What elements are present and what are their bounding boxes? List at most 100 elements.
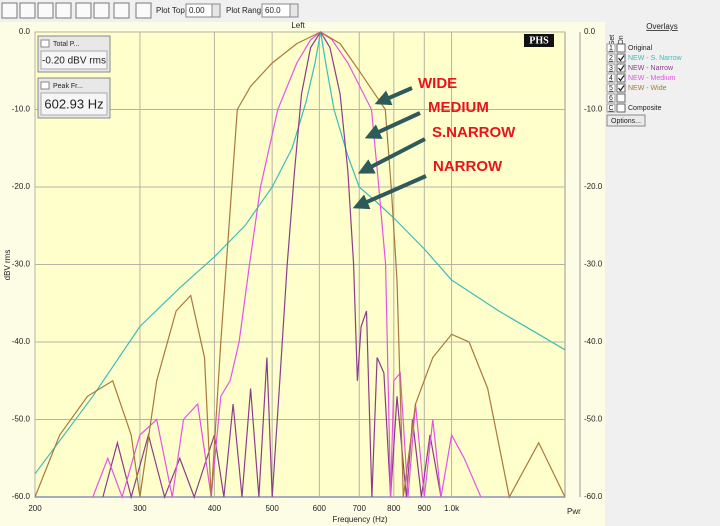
y-tick-label: -50.0 (12, 415, 31, 424)
checkbox[interactable] (616, 63, 626, 73)
y-tick-label: -30.0 (12, 260, 31, 269)
set-box (606, 103, 616, 113)
legend-entry: NEW - Wide (628, 85, 667, 92)
y-tick-label-right: -50.0 (584, 415, 603, 424)
y-tick-label: -60.0 (12, 492, 31, 501)
icon-button[interactable] (113, 2, 130, 19)
set-box (606, 63, 616, 73)
annotation-arrow (352, 174, 427, 210)
icon-button[interactable] (55, 2, 72, 19)
set-number: 6 (609, 95, 613, 102)
x-tick-label: 800 (387, 504, 401, 513)
set-number: 5 (609, 85, 613, 92)
meter-total: Total P... -0.20 dBV rms (37, 35, 111, 73)
y-tick-label: 0.0 (19, 27, 31, 36)
legend-entry: NEW - Narrow (628, 65, 674, 72)
y-tick-label-right: -60.0 (584, 492, 603, 501)
series-line (92, 31, 482, 499)
y-axis-label: dBV rms (3, 250, 12, 281)
checkbox[interactable] (616, 83, 626, 93)
check-mark (618, 55, 625, 62)
y-tick-label-right: -40.0 (584, 337, 603, 346)
y-tick-label-right: 0.0 (584, 27, 596, 36)
annotation-arrow (364, 111, 421, 139)
meter-value: 602.93 Hz (44, 96, 103, 111)
x-tick-label: 500 (265, 504, 279, 513)
checkbox[interactable] (616, 43, 626, 53)
series-line (102, 30, 442, 500)
check-mark (618, 85, 625, 92)
annotation-arrow (374, 86, 413, 106)
toolbar-icons (1, 2, 152, 19)
set-box (606, 93, 616, 103)
x-tick-label: 700 (353, 504, 367, 513)
y-tick-label: -20.0 (12, 182, 31, 191)
x-axis-label: Frequency (Hz) (332, 515, 387, 524)
icon-button[interactable] (75, 2, 92, 19)
set-box (606, 43, 616, 53)
set-box (606, 83, 616, 93)
series-line (34, 31, 566, 499)
y-tick-label: -10.0 (12, 105, 31, 114)
annotation: S.NARROW (432, 124, 516, 141)
set-box (606, 73, 616, 83)
series-line (34, 31, 566, 475)
annotation: WIDE (418, 75, 457, 92)
checkbox[interactable] (616, 53, 626, 63)
set-number: 4 (609, 75, 613, 82)
set-header: Set (609, 35, 616, 46)
icon-button[interactable] (135, 2, 152, 19)
options-button[interactable] (606, 114, 646, 127)
annotation: NARROW (433, 158, 503, 175)
set-number: 1 (609, 45, 613, 52)
set-number: 3 (609, 65, 613, 72)
meter-icon (40, 81, 50, 90)
overlays-title: Overlays (646, 22, 678, 31)
icon-button[interactable] (93, 2, 110, 19)
icon-button[interactable] (19, 2, 36, 19)
options-button-label: Options... (611, 118, 641, 125)
plot-top-label: Plot Top: (156, 6, 187, 15)
x-tick-label: 200 (28, 504, 42, 513)
y-tick-label-right: -20.0 (584, 182, 603, 191)
overlay-list: 1 Original 2 NEW - S. Narrow 3 NEW - Narrow 4 N… (606, 43, 683, 113)
y-tick-label-right: -30.0 (584, 260, 603, 269)
checkbox[interactable] (616, 93, 626, 103)
checkbox[interactable] (616, 103, 626, 113)
legend-entry: NEW - S. Narrow (628, 55, 683, 62)
set-number: 2 (609, 55, 613, 62)
set-number: C (608, 105, 613, 112)
spinner[interactable] (211, 3, 221, 18)
meter-display (40, 92, 108, 116)
meter-display (40, 50, 108, 70)
set-box (606, 53, 616, 63)
plot-content: 0.0 0.0 -10.0 -10.0 -20.0 -20.0 -30.0 -30.0 -40.… (12, 27, 603, 513)
plot-top-value: 0.00 (189, 6, 205, 15)
meter-icon (40, 39, 50, 48)
meter-title: Total P... (53, 41, 79, 48)
right-axis-label: Pwr (567, 507, 581, 516)
icon-button[interactable] (37, 2, 54, 19)
y-tick-label: -40.0 (12, 337, 31, 346)
overlay-label: Original (628, 45, 653, 52)
x-tick-label: 600 (313, 504, 327, 513)
meter-value: -0.20 dBV rms (42, 56, 106, 67)
y-tick-label-right: -10.0 (584, 105, 603, 114)
check-mark (618, 75, 625, 82)
badge: PHS (529, 35, 549, 46)
channel-label: Left (291, 21, 305, 30)
x-tick-label: 400 (208, 504, 222, 513)
checkbox[interactable] (616, 73, 626, 83)
spinner[interactable] (289, 3, 299, 18)
icon-button[interactable] (1, 2, 18, 19)
x-tick-label: 900 (418, 504, 432, 513)
x-tick-label: 1.0k (444, 504, 460, 513)
plot-range-label: Plot Range: (226, 6, 268, 15)
x-tick-label: 300 (133, 504, 147, 513)
plot-range-value: 60.0 (265, 6, 281, 15)
meter-title: Peak Fr... (53, 83, 83, 90)
overlay-label: Composite (628, 105, 662, 112)
toolbar (0, 0, 720, 22)
